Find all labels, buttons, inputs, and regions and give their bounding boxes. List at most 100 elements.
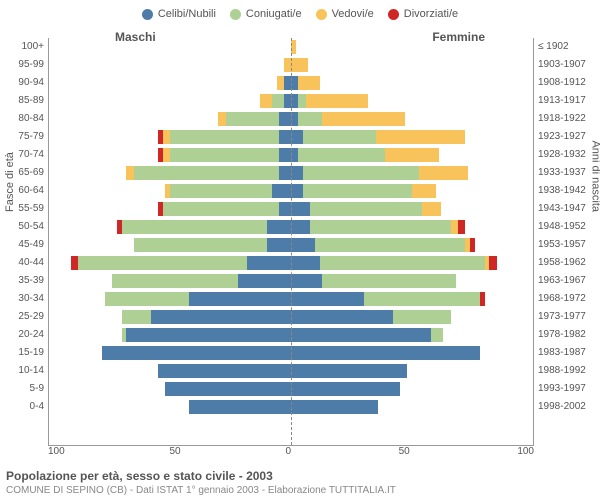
y-left-title: Fasce di età — [4, 152, 16, 212]
segment — [272, 184, 291, 198]
segment — [260, 94, 272, 108]
y-right-axis: ≤ 19021903-19071908-19121913-19171918-19… — [534, 38, 594, 446]
birth-label: 1993-1997 — [538, 380, 594, 398]
legend-label: Divorziati/e — [404, 8, 458, 20]
birth-label: 1948-1952 — [538, 218, 594, 236]
female-bar — [291, 328, 533, 342]
segment — [322, 274, 455, 288]
y-right-title: Anni di nascita — [590, 140, 600, 212]
segment — [385, 148, 438, 162]
female-bar — [291, 274, 533, 288]
age-label: 5-9 — [6, 380, 44, 398]
segment — [279, 166, 291, 180]
age-label: 10-14 — [6, 362, 44, 380]
segment — [291, 256, 320, 270]
birth-label: 1968-1972 — [538, 290, 594, 308]
female-bar — [291, 94, 533, 108]
age-label: 50-54 — [6, 218, 44, 236]
age-label: 95-99 — [6, 56, 44, 74]
birth-label: 1978-1982 — [538, 326, 594, 344]
segment — [298, 76, 320, 90]
female-bar — [291, 58, 533, 72]
segment — [170, 184, 272, 198]
female-bar — [291, 112, 533, 126]
segment — [310, 220, 450, 234]
segment — [122, 310, 151, 324]
age-label: 90-94 — [6, 74, 44, 92]
segment — [364, 292, 480, 306]
birth-label: 1963-1967 — [538, 272, 594, 290]
female-bar — [291, 400, 533, 414]
segment — [419, 166, 467, 180]
female-bar — [291, 40, 533, 54]
legend-swatch — [388, 9, 399, 20]
segment — [163, 130, 170, 144]
female-bar — [291, 310, 533, 324]
female-bar — [291, 220, 533, 234]
segment — [126, 328, 291, 342]
segment — [163, 202, 279, 216]
segment — [458, 220, 465, 234]
male-bar — [49, 184, 291, 198]
segment — [165, 382, 291, 396]
segment — [291, 184, 303, 198]
segment — [170, 130, 279, 144]
segment — [291, 166, 303, 180]
segment — [122, 220, 267, 234]
segment — [291, 76, 298, 90]
segment — [470, 238, 475, 252]
segment — [170, 148, 279, 162]
legend-item: Divorziati/e — [388, 8, 458, 20]
age-label: 45-49 — [6, 236, 44, 254]
segment — [376, 130, 466, 144]
male-bar — [49, 40, 291, 54]
segment — [298, 94, 305, 108]
male-bar — [49, 238, 291, 252]
male-bar — [49, 166, 291, 180]
segment — [105, 292, 190, 306]
y-left-axis: 100+95-9990-9485-8980-8475-7970-7465-696… — [6, 38, 48, 446]
male-bar — [49, 274, 291, 288]
segment — [134, 166, 279, 180]
female-bar — [291, 184, 533, 198]
segment — [267, 220, 291, 234]
female-bar — [291, 202, 533, 216]
segment — [422, 202, 441, 216]
chart-area: Fasce di età 100+95-9990-9485-8980-8475-… — [6, 38, 594, 446]
female-bar — [291, 238, 533, 252]
male-bar — [49, 292, 291, 306]
male-bar — [49, 94, 291, 108]
birth-label: 1918-1922 — [538, 110, 594, 128]
age-label: 15-19 — [6, 344, 44, 362]
legend-label: Coniugati/e — [246, 8, 302, 20]
birth-label: 1988-1992 — [538, 362, 594, 380]
segment — [291, 148, 298, 162]
segment — [267, 238, 291, 252]
birth-label: 1903-1907 — [538, 56, 594, 74]
male-bar — [49, 328, 291, 342]
female-bar — [291, 382, 533, 396]
age-label: 80-84 — [6, 110, 44, 128]
segment — [134, 238, 267, 252]
birth-label: 1938-1942 — [538, 182, 594, 200]
segment — [272, 94, 284, 108]
segment — [291, 130, 303, 144]
segment — [126, 166, 133, 180]
segment — [291, 310, 393, 324]
segment — [291, 274, 322, 288]
birth-label: 1928-1932 — [538, 146, 594, 164]
segment — [489, 256, 496, 270]
legend-item: Vedovi/e — [316, 8, 374, 20]
legend-label: Vedovi/e — [332, 8, 374, 20]
segment — [163, 148, 170, 162]
segment — [320, 256, 485, 270]
segment — [480, 292, 485, 306]
age-label: 40-44 — [6, 254, 44, 272]
segment — [284, 76, 291, 90]
female-bar — [291, 346, 533, 360]
segment — [151, 310, 291, 324]
birth-label: ≤ 1902 — [538, 38, 594, 56]
segment — [303, 166, 419, 180]
segment — [247, 256, 291, 270]
male-bar — [49, 400, 291, 414]
